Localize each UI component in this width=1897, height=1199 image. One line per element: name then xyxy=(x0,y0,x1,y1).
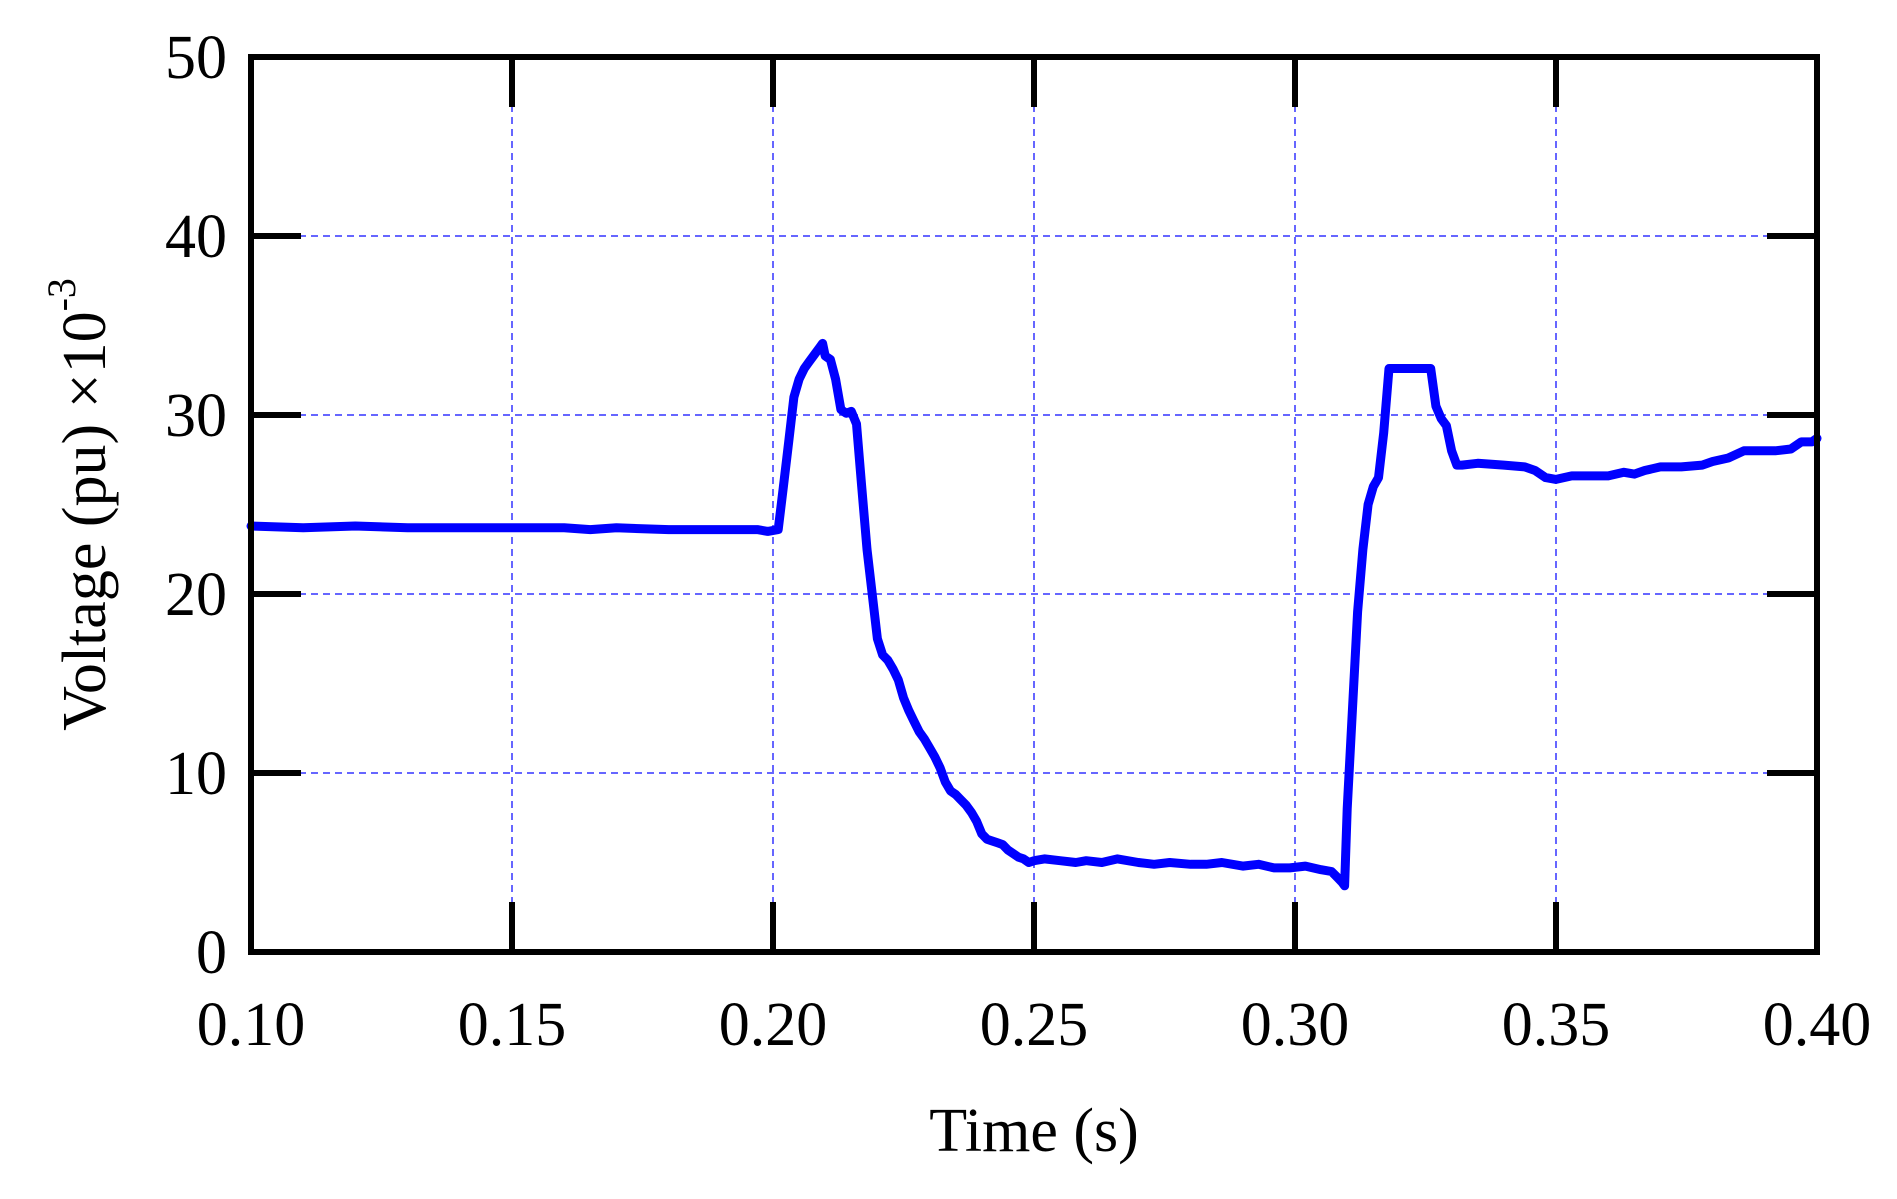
y-axis-label: Voltage (pu) ×10-3 xyxy=(39,278,119,731)
x-axis-label: Time (s) xyxy=(929,1097,1139,1165)
x-tick-label: 0.40 xyxy=(1763,991,1872,1059)
axis-ticks xyxy=(251,57,1817,952)
y-tick-label: 50 xyxy=(165,24,227,92)
x-tick-label: 0.10 xyxy=(197,991,306,1059)
voltage-series-line xyxy=(246,338,1822,891)
x-tick-label: 0.20 xyxy=(719,991,828,1059)
series-layer xyxy=(246,338,1822,891)
x-tick-label: 0.30 xyxy=(1241,991,1350,1059)
x-tick-label: 0.15 xyxy=(458,991,567,1059)
y-axis-label-exponent: -3 xyxy=(39,278,84,311)
grid-lines xyxy=(251,57,1817,952)
y-tick-label: 40 xyxy=(165,203,227,271)
x-tick-label: 0.35 xyxy=(1502,991,1611,1059)
y-tick-label: 10 xyxy=(165,740,227,808)
y-tick-label: 20 xyxy=(165,561,227,629)
y-tick-labels: 0 10 20 30 40 50 xyxy=(165,24,227,987)
x-tick-labels: 0.10 0.15 0.20 0.25 0.30 0.35 0.40 xyxy=(197,991,1872,1059)
x-tick-label: 0.25 xyxy=(980,991,1089,1059)
y-tick-label: 30 xyxy=(165,382,227,450)
y-tick-label: 0 xyxy=(196,919,227,987)
y-axis-label-base: Voltage (pu) ×10 xyxy=(51,311,119,731)
